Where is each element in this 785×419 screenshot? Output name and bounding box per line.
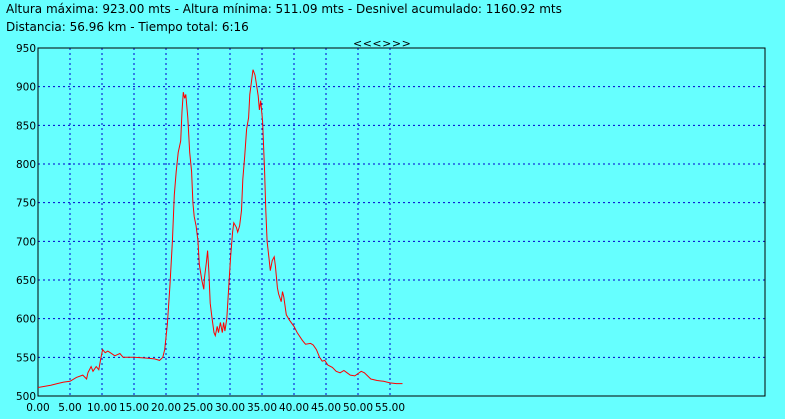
plot-frame — [37, 47, 766, 397]
y-tick-label: 800 — [16, 159, 36, 171]
y-tick-label: 700 — [16, 236, 36, 248]
x-tick-label: 25.00 — [183, 402, 213, 414]
y-tick-label: 900 — [16, 82, 36, 94]
y-tick-label: 750 — [16, 198, 36, 210]
x-tick-label: 10.00 — [87, 402, 117, 414]
x-tick-label: 50.00 — [343, 402, 373, 414]
chart-nav-arrows[interactable]: <<<>>> — [353, 37, 412, 50]
altura-summary: Altura máxima: 923.00 mts - Altura mínim… — [6, 2, 562, 16]
x-tick-label: 45.00 — [311, 402, 341, 414]
x-tick-label: 35.00 — [247, 402, 277, 414]
x-tick-label: 55.00 — [375, 402, 405, 414]
x-tick-label: 5.00 — [58, 402, 81, 414]
x-tick-label: 20.00 — [151, 402, 181, 414]
y-tick-label: 950 — [16, 43, 36, 55]
y-tick-label: 500 — [16, 391, 36, 403]
x-tick-label: 0.00 — [26, 402, 49, 414]
x-tick-label: 40.00 — [279, 402, 309, 414]
x-tick-label: 30.00 — [215, 402, 245, 414]
y-tick-label: 650 — [16, 275, 36, 287]
y-tick-label: 850 — [16, 120, 36, 132]
elevation-line — [37, 69, 403, 388]
y-tick-label: 550 — [16, 352, 36, 364]
y-tick-label: 600 — [16, 314, 36, 326]
distancia-summary: Distancia: 56.96 km - Tiempo total: 6:16 — [6, 20, 249, 34]
x-tick-label: 15.00 — [119, 402, 149, 414]
